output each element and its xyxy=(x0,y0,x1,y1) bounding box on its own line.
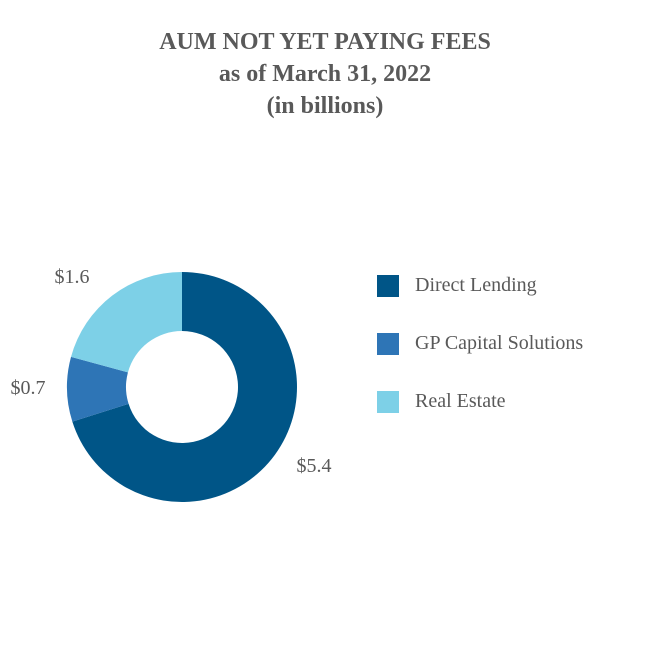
legend-label-gp-capital-solutions: GP Capital Solutions xyxy=(415,331,584,354)
data-label-gp-capital-solutions: $0.7 xyxy=(11,377,46,399)
legend-item-gp-capital-solutions: GP Capital Solutions xyxy=(377,315,583,373)
legend-label-direct-lending: Direct Lending xyxy=(415,273,537,296)
chart-title-line-1: AUM NOT YET PAYING FEES xyxy=(159,29,491,55)
chart-title: AUM NOT YET PAYING FEES as of March 31, … xyxy=(0,26,650,122)
legend-swatch-gp-capital-solutions xyxy=(377,333,399,355)
chart-title-line-2: as of March 31, 2022 xyxy=(218,61,432,87)
legend-item-real-estate: Real Estate xyxy=(377,373,583,431)
donut-slice-direct-lending xyxy=(72,272,297,502)
data-label-direct-lending: $5.4 xyxy=(297,455,332,477)
legend-swatch-direct-lending xyxy=(377,275,399,297)
data-label-real-estate: $1.6 xyxy=(55,266,90,288)
legend-label-real-estate: Real Estate xyxy=(415,389,506,412)
donut-slice-real-estate xyxy=(71,272,182,373)
chart-title-line-3: (in billions) xyxy=(266,93,384,119)
donut-slice-gp-capital-solutions xyxy=(67,356,129,422)
chart-legend: Direct Lending GP Capital Solutions Real… xyxy=(377,257,583,431)
legend-item-direct-lending: Direct Lending xyxy=(377,257,583,315)
legend-swatch-real-estate xyxy=(377,391,399,413)
